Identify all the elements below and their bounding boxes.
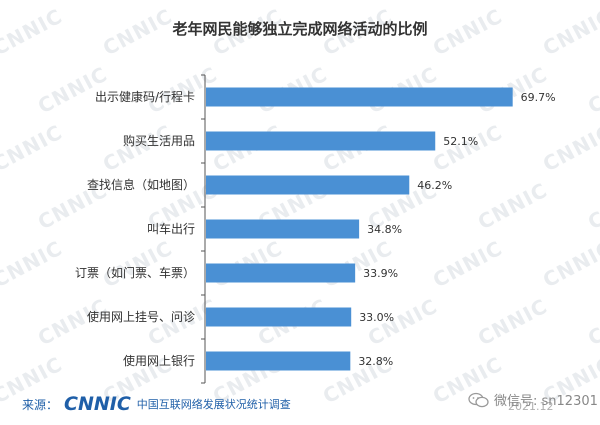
- bar: [206, 131, 436, 151]
- source-label: 来源：: [22, 397, 59, 412]
- wechat-icon: [468, 392, 489, 407]
- bar: [206, 175, 410, 195]
- data-label: 32.8%: [358, 355, 393, 368]
- category-label: 购买生活用品: [123, 133, 195, 148]
- source-footer: 来源： CNNIC 中国互联网络发展状况统计调查: [22, 392, 291, 416]
- data-label: 34.8%: [367, 223, 402, 236]
- bar: [206, 263, 356, 283]
- category-label: 订票（如门票、车票）: [75, 265, 195, 280]
- chart-title: 老年网民能够独立完成网络活动的比例: [172, 20, 428, 38]
- category-label: 叫车出行: [147, 221, 195, 236]
- bar: [206, 307, 352, 327]
- survey-date: 2021.12: [508, 400, 554, 413]
- category-label: 使用网上银行: [123, 353, 195, 368]
- wechat-watermark: 微信号: sn12301: [468, 390, 598, 409]
- category-label: 查找信息（如地图）: [87, 177, 195, 192]
- bar: [206, 87, 513, 107]
- data-label: 46.2%: [417, 179, 452, 192]
- wechat-id: 微信号: sn12301: [494, 394, 598, 409]
- bar: [206, 351, 351, 371]
- bar: [206, 219, 360, 239]
- category-label: 出示健康码/行程卡: [95, 89, 195, 104]
- cnnic-logo: CNNIC: [64, 393, 131, 415]
- data-label: 52.1%: [443, 135, 478, 148]
- data-label: 69.7%: [521, 91, 556, 104]
- data-label: 33.0%: [359, 311, 394, 324]
- data-label: 33.9%: [363, 267, 398, 280]
- category-label: 使用网上挂号、问诊: [87, 309, 195, 324]
- source-name: 中国互联网络发展状况统计调查: [136, 398, 291, 411]
